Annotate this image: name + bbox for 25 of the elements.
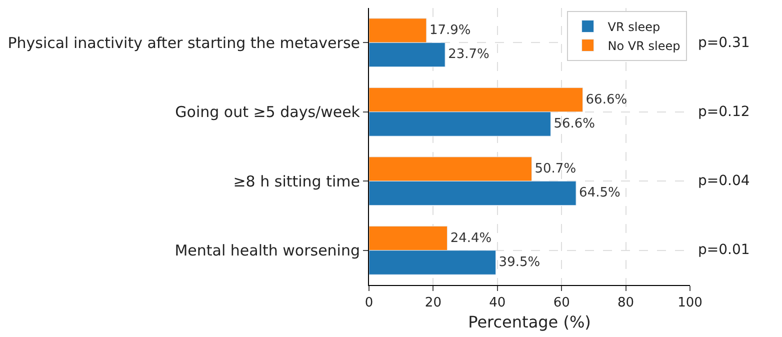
data-label: 17.9% (429, 23, 471, 38)
text: p=0.31 (698, 35, 750, 51)
data-label: 23.7% (448, 47, 490, 62)
data-label: 50.7% (534, 162, 576, 177)
x-tick-label: 60 (553, 296, 570, 311)
x-tick-label: 40 (489, 296, 506, 311)
legend-label: VR sleep (608, 20, 660, 34)
legend-label: No VR sleep (608, 38, 680, 53)
data-label: 24.4% (450, 230, 492, 246)
data-label: 66.6% (586, 92, 628, 108)
y-tick-label: Mental health worsening (174, 242, 360, 260)
text: p=0.04 (698, 173, 750, 189)
y-tick-label: ≥8 h sitting time (233, 172, 360, 190)
x-tick-label: 0 (364, 296, 374, 311)
data-label: 56.6% (554, 116, 596, 132)
y-tick-label: Going out ≥5 days/week (175, 103, 360, 122)
text: p=0.12 (698, 104, 750, 120)
x-tick-label: 80 (618, 296, 634, 311)
y-tick-label: Physical inactivity after starting the metaverse (8, 34, 360, 52)
text: p=0.01 (698, 242, 750, 258)
x-tick-label: 100 (678, 296, 702, 311)
x-axis-title: Percentage (%) (468, 312, 591, 332)
data-label: 64.5% (579, 186, 620, 201)
x-tick-label: 20 (424, 296, 442, 311)
data-label: 39.5% (498, 254, 540, 270)
